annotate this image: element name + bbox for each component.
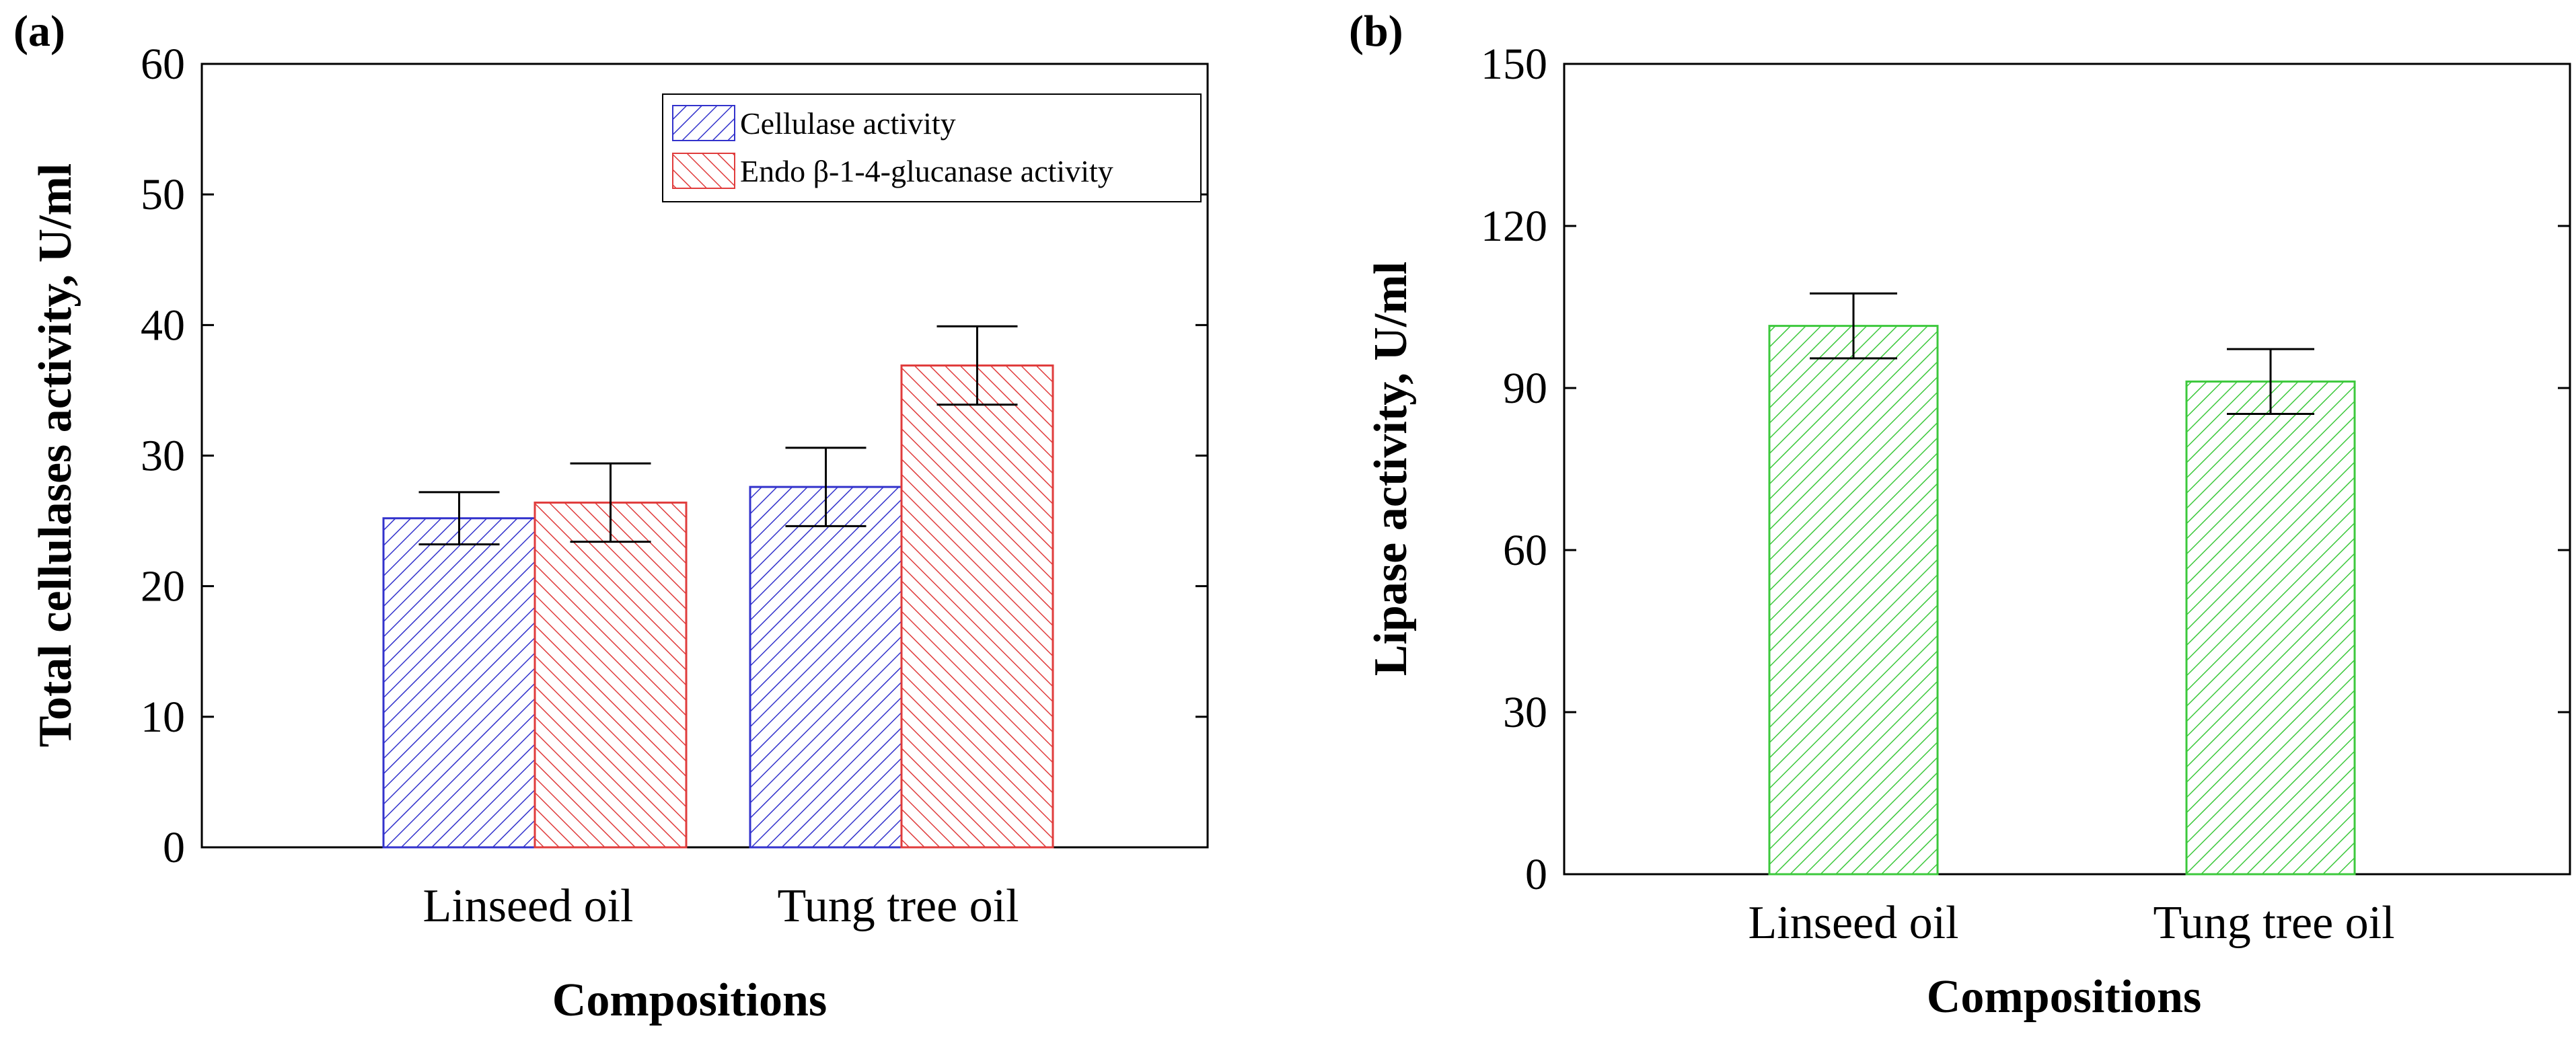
- y-tick-label: 30: [141, 432, 185, 481]
- legend-frame: [662, 93, 1202, 202]
- legend-swatch-endoglucanase: [672, 153, 735, 189]
- x-tick-label-tung-a: Tung tree oil: [777, 880, 1019, 932]
- y-axis-title-b: Lipase activity, U/ml: [1365, 262, 1417, 676]
- y-tick-label: 40: [141, 301, 185, 350]
- bar-cellulase-activity-tung-tree-oil: [749, 486, 903, 849]
- bars-b: [1768, 292, 2356, 876]
- y-tick-label: 50: [141, 170, 185, 219]
- chart-a: (a) 0 10 20 30 40 50 60 Linseed oil Tung tree …: [13, 7, 1209, 1026]
- legend-swatch-cellulase: [672, 105, 735, 141]
- legend-a: Cellulase activity Endo β-1-4-glucanase …: [662, 93, 1202, 202]
- plot-frame-b: [1563, 63, 2571, 876]
- panel-label-a: (a): [13, 7, 65, 56]
- y-tick-label: 150: [1481, 40, 1547, 89]
- x-tick-label-tung-b: Tung tree oil: [2153, 897, 2394, 949]
- y-tick-label: 30: [1503, 688, 1547, 737]
- y-tick-label: 120: [1481, 202, 1547, 251]
- y-tick-label: 60: [1503, 526, 1547, 575]
- x-axis-title-b: Compositions: [1927, 971, 2201, 1023]
- y-tick-label: 60: [141, 40, 185, 89]
- y-tick-label: 0: [1525, 850, 1547, 899]
- panel-label-b: (b): [1349, 7, 1403, 56]
- x-axis-title-a: Compositions: [552, 974, 827, 1026]
- x-tick-label-linseed-b: Linseed oil: [1749, 897, 1959, 949]
- bars-a: [382, 325, 1054, 849]
- bar-endo-1-4-glucanase-activity-tung-tree-oil: [900, 364, 1054, 849]
- y-axis-title-a: Total cellulases activity, U/ml: [30, 163, 81, 747]
- legend-label-endoglucanase: Endo β-1-4-glucanase activity: [740, 154, 1113, 188]
- chart-b: (b) 0 30 60 90 120 150 Linseed oil Tung tree …: [1349, 7, 2571, 1023]
- bar-cellulase-activity-linseed-oil: [382, 517, 536, 849]
- legend-label-cellulase: Cellulase activity: [740, 106, 956, 141]
- x-tick-label-linseed-a: Linseed oil: [423, 880, 634, 932]
- y-ticks-b: 0 30 60 90 120 150: [1481, 40, 2570, 899]
- y-tick-label: 20: [141, 562, 185, 611]
- y-ticks-a: 0 10 20 30 40 50 60: [141, 40, 1208, 872]
- y-tick-label: 10: [141, 693, 185, 742]
- bar-lipase-activity-tung-tree-oil: [2185, 380, 2356, 876]
- y-tick-label: 0: [163, 823, 185, 872]
- bar-endo-1-4-glucanase-activity-linseed-oil: [533, 501, 688, 849]
- bar-lipase-activity-linseed-oil: [1768, 325, 1939, 876]
- y-tick-label: 90: [1503, 364, 1547, 413]
